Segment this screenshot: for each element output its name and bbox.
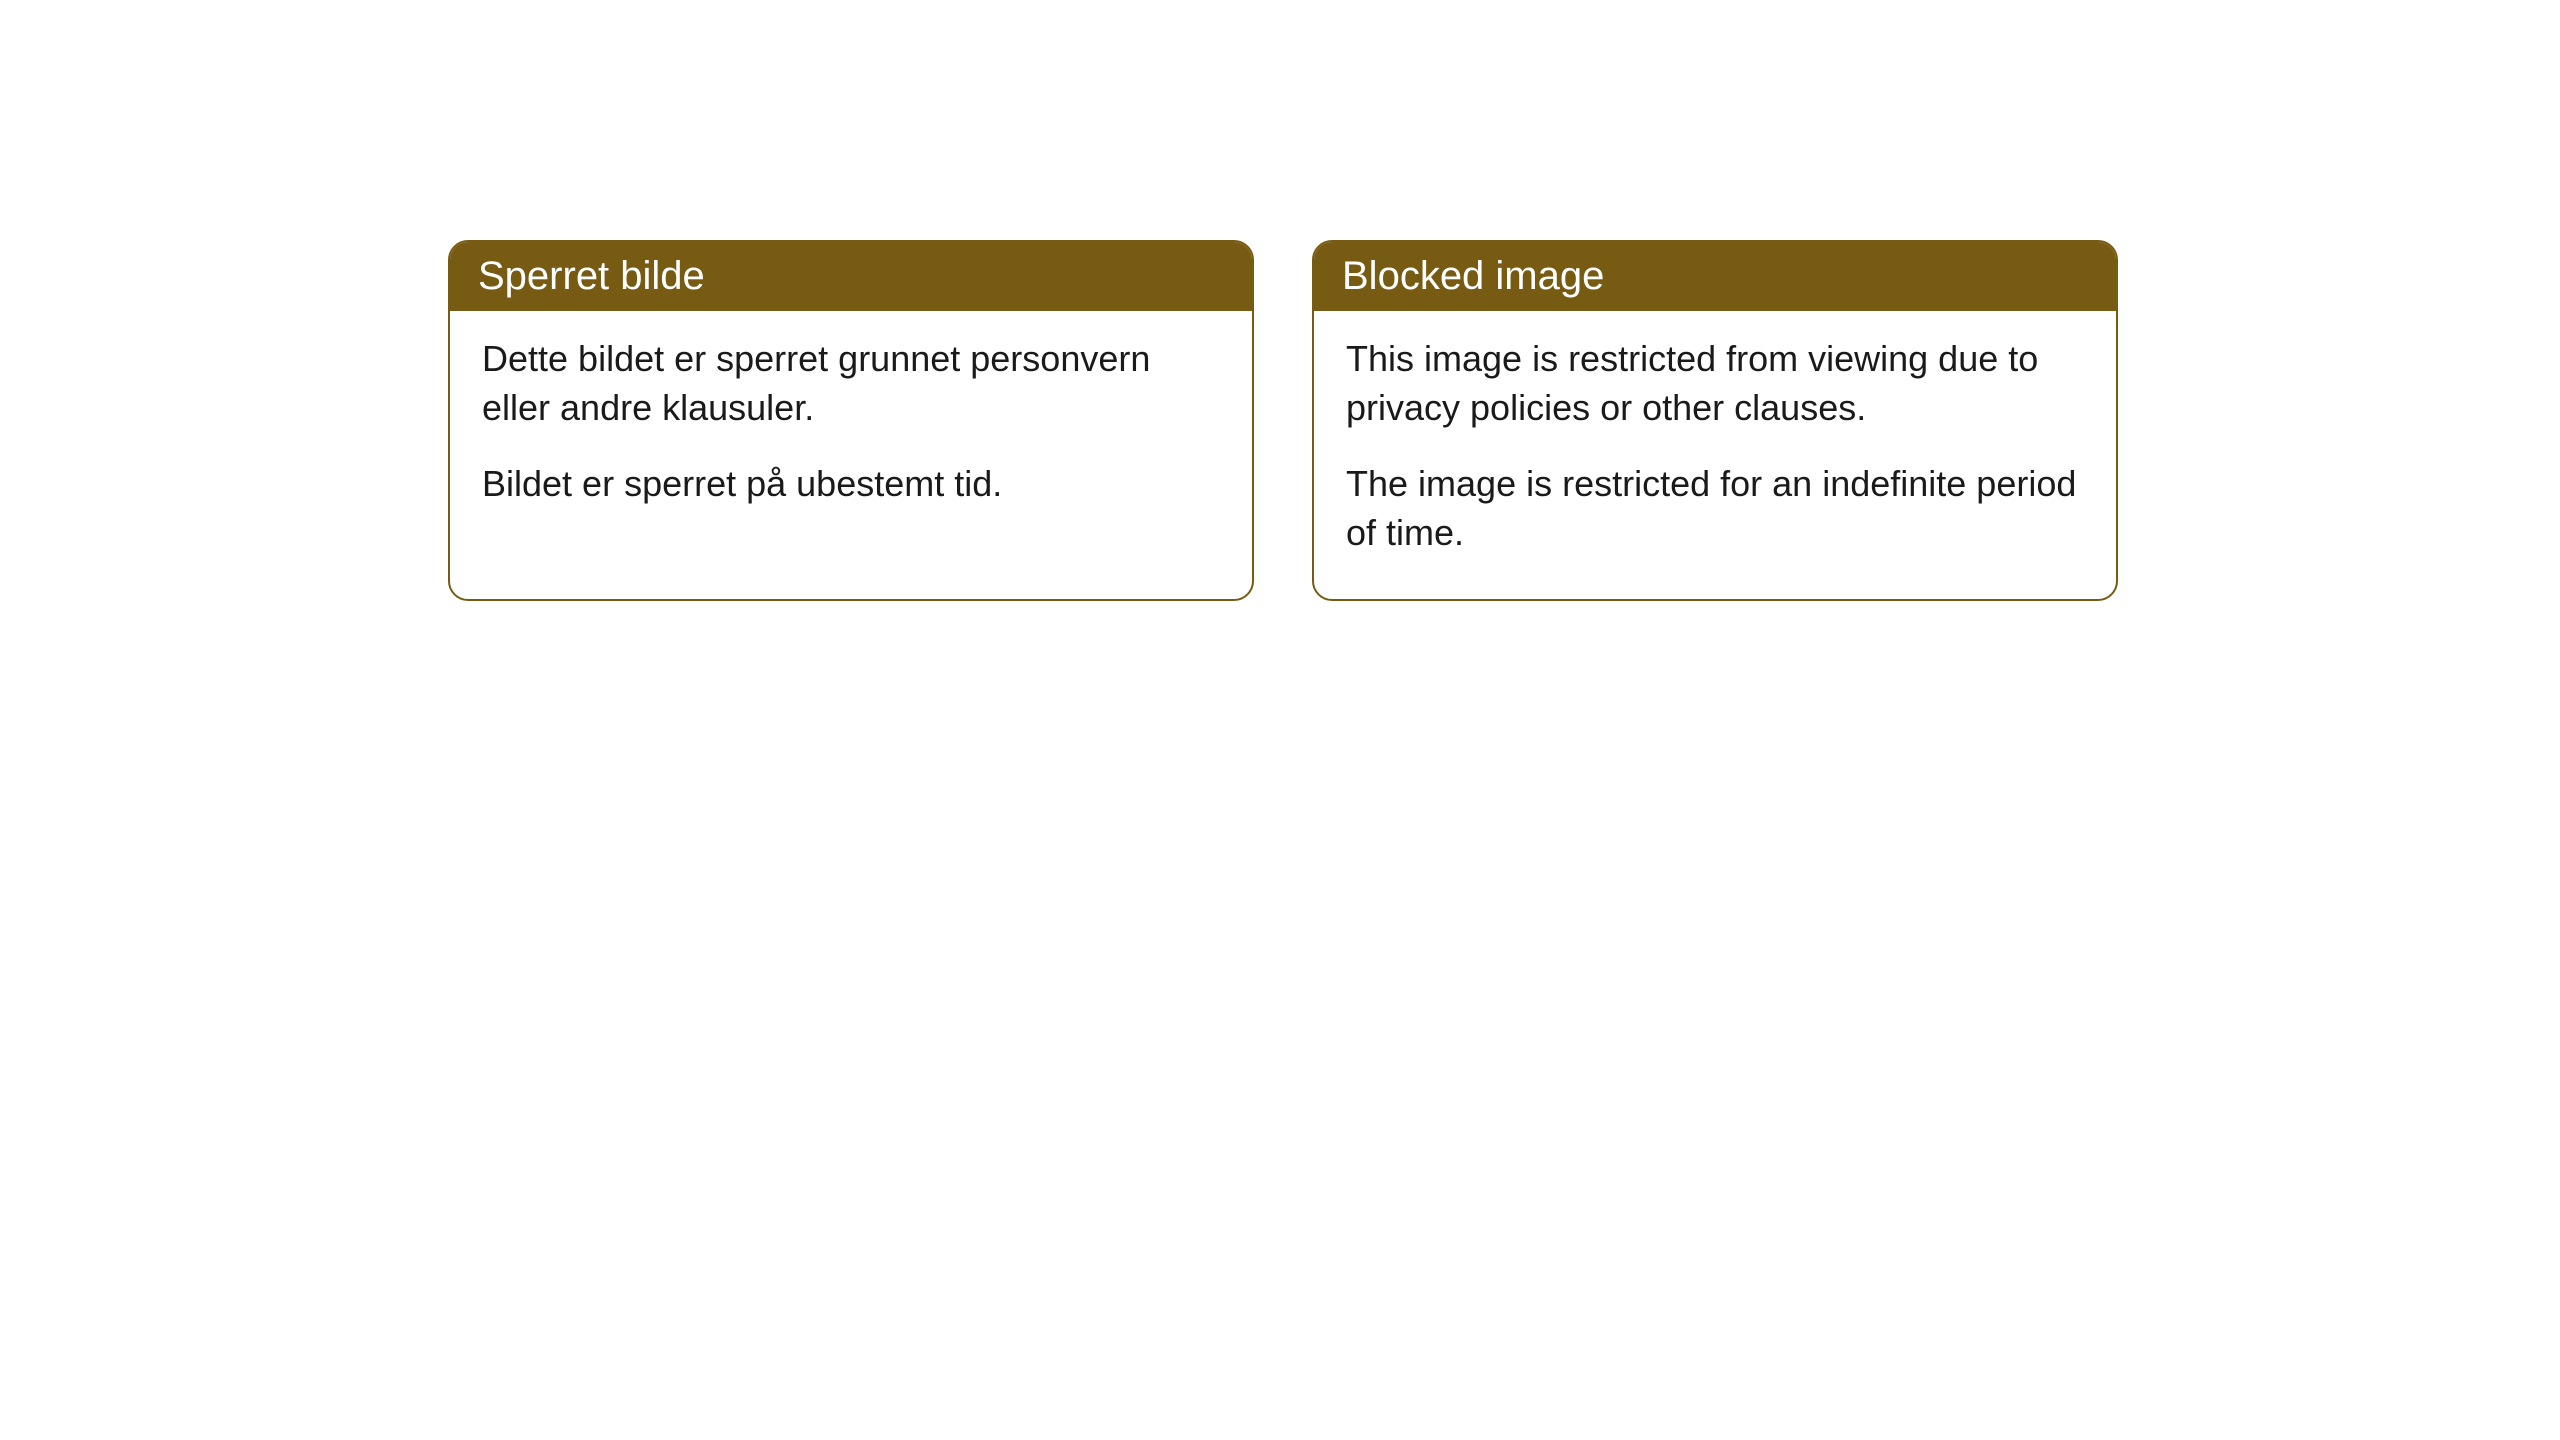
card-paragraph: Dette bildet er sperret grunnet personve…: [482, 335, 1220, 432]
card-body: Dette bildet er sperret grunnet personve…: [450, 311, 1252, 551]
blocked-image-card-english: Blocked image This image is restricted f…: [1312, 240, 2118, 601]
card-paragraph: The image is restricted for an indefinit…: [1346, 460, 2084, 557]
card-body: This image is restricted from viewing du…: [1314, 311, 2116, 599]
card-paragraph: This image is restricted from viewing du…: [1346, 335, 2084, 432]
card-header: Sperret bilde: [450, 242, 1252, 311]
notice-cards-container: Sperret bilde Dette bildet er sperret gr…: [448, 240, 2118, 601]
card-paragraph: Bildet er sperret på ubestemt tid.: [482, 460, 1220, 509]
card-header: Blocked image: [1314, 242, 2116, 311]
blocked-image-card-norwegian: Sperret bilde Dette bildet er sperret gr…: [448, 240, 1254, 601]
